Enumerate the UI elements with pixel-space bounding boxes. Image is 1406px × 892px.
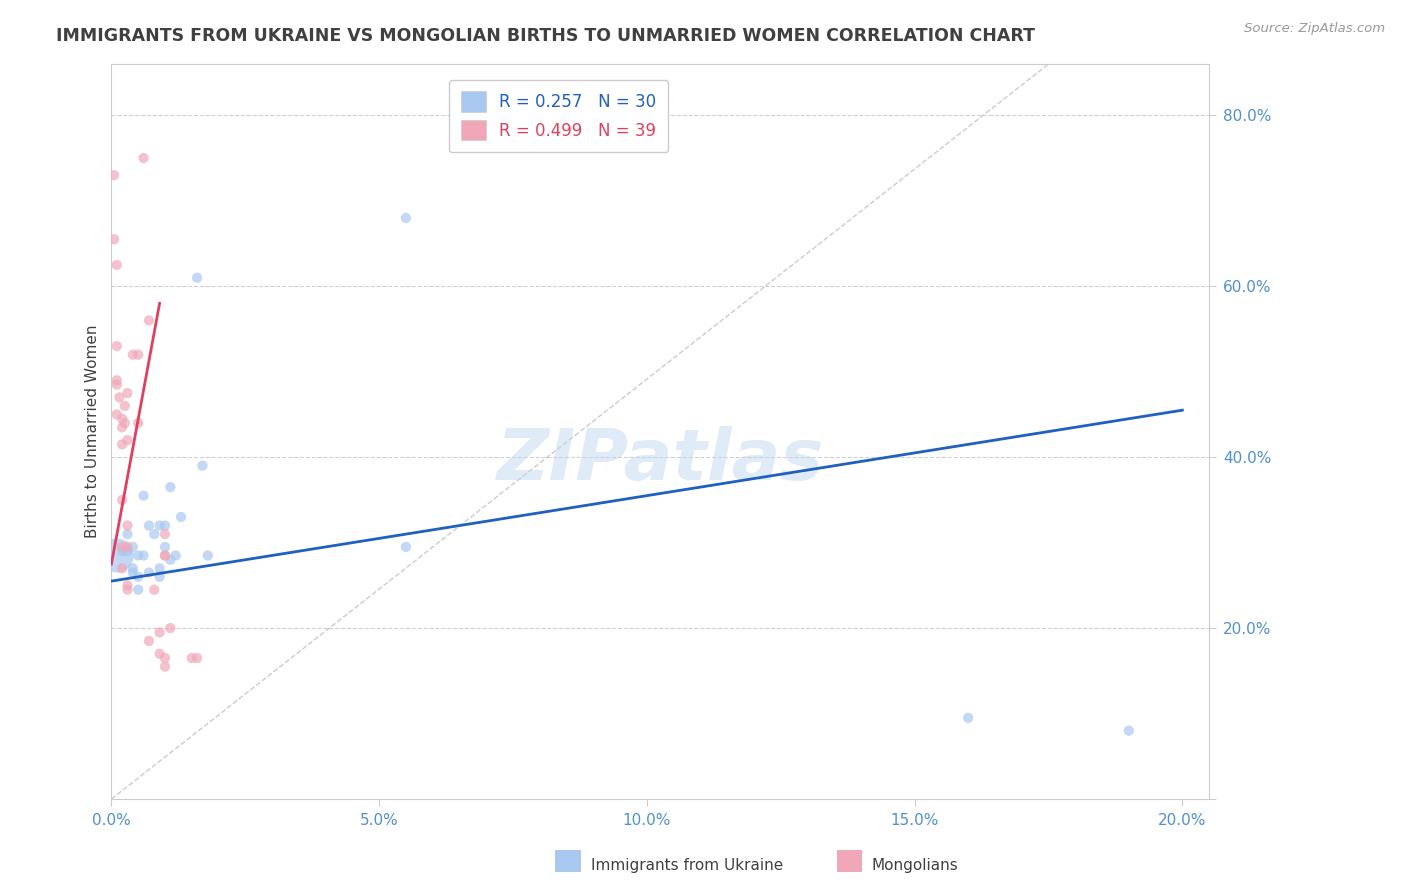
Point — [138, 634, 160, 648]
Point — [153, 651, 176, 665]
Point — [153, 549, 176, 563]
Point — [127, 416, 149, 430]
Point — [127, 549, 149, 563]
Point — [138, 518, 160, 533]
Point — [395, 211, 418, 225]
Point — [957, 711, 980, 725]
Point — [165, 549, 187, 563]
Point — [117, 544, 139, 558]
Point — [132, 151, 155, 165]
Point — [105, 549, 128, 563]
Point — [197, 549, 219, 563]
Point — [111, 540, 134, 554]
Point — [153, 527, 176, 541]
Point — [108, 390, 131, 404]
Point — [143, 582, 166, 597]
Point — [114, 399, 136, 413]
Point — [127, 348, 149, 362]
Point — [103, 232, 125, 246]
Point — [138, 313, 160, 327]
Point — [138, 566, 160, 580]
Point — [149, 570, 172, 584]
Point — [149, 518, 172, 533]
Point — [159, 553, 181, 567]
Point — [186, 270, 208, 285]
Point — [117, 582, 139, 597]
Point — [121, 561, 143, 575]
Text: ZIPatlas: ZIPatlas — [496, 426, 824, 495]
Point — [111, 437, 134, 451]
Point — [149, 647, 172, 661]
Legend: R = 0.257   N = 30, R = 0.499   N = 39: R = 0.257 N = 30, R = 0.499 N = 39 — [449, 79, 668, 152]
Point — [105, 377, 128, 392]
Point — [153, 659, 176, 673]
Point — [114, 416, 136, 430]
Point — [121, 540, 143, 554]
Point — [117, 518, 139, 533]
Point — [117, 578, 139, 592]
Point — [105, 373, 128, 387]
Text: IMMIGRANTS FROM UKRAINE VS MONGOLIAN BIRTHS TO UNMARRIED WOMEN CORRELATION CHART: IMMIGRANTS FROM UKRAINE VS MONGOLIAN BIR… — [56, 27, 1035, 45]
Point — [105, 258, 128, 272]
Point — [111, 411, 134, 425]
Point — [143, 527, 166, 541]
Point — [111, 561, 134, 575]
Point — [127, 582, 149, 597]
Point — [159, 480, 181, 494]
Point — [117, 386, 139, 401]
Point — [159, 621, 181, 635]
Point — [395, 540, 418, 554]
Point — [105, 339, 128, 353]
Point — [111, 492, 134, 507]
Point — [127, 570, 149, 584]
Point — [191, 458, 214, 473]
Point — [149, 625, 172, 640]
Point — [186, 651, 208, 665]
Point — [132, 489, 155, 503]
Point — [121, 348, 143, 362]
Point — [1118, 723, 1140, 738]
Point — [117, 540, 139, 554]
Point — [153, 518, 176, 533]
Text: Mongolians: Mongolians — [872, 858, 959, 872]
Point — [170, 510, 193, 524]
Text: Source: ZipAtlas.com: Source: ZipAtlas.com — [1244, 22, 1385, 36]
Point — [111, 544, 134, 558]
Y-axis label: Births to Unmarried Women: Births to Unmarried Women — [86, 325, 100, 538]
Point — [153, 549, 176, 563]
Point — [117, 433, 139, 447]
Point — [153, 540, 176, 554]
Point — [105, 408, 128, 422]
Point — [117, 527, 139, 541]
Point — [121, 566, 143, 580]
Point — [180, 651, 202, 665]
Point — [132, 549, 155, 563]
Point — [111, 420, 134, 434]
Point — [149, 561, 172, 575]
Point — [103, 168, 125, 182]
Text: Immigrants from Ukraine: Immigrants from Ukraine — [591, 858, 783, 872]
